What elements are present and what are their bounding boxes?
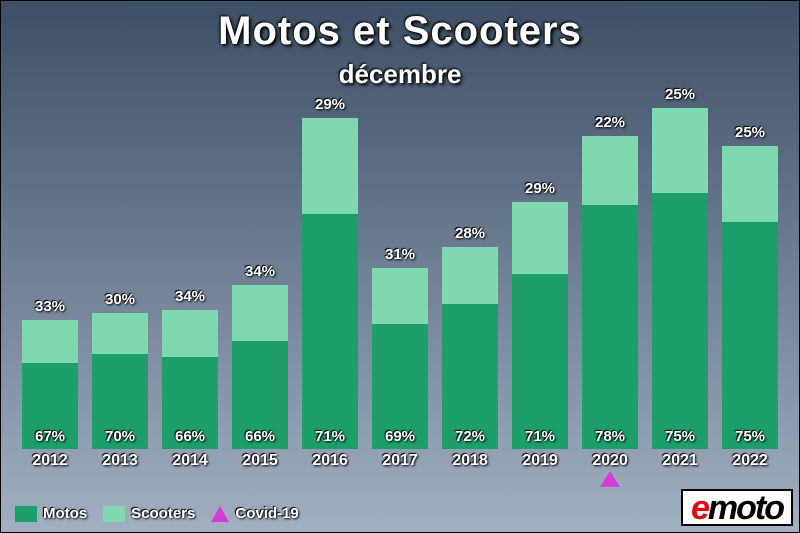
bar-label-motos: 66% <box>232 428 288 445</box>
legend-triangle-icon <box>211 506 229 522</box>
x-axis-label: 2014 <box>172 452 208 472</box>
bar-segment-motos: 66% <box>232 341 288 449</box>
covid-marker-icon <box>600 471 620 487</box>
bar-label-motos: 75% <box>652 428 708 445</box>
bar: 29% 71% <box>512 101 568 449</box>
bar: 34% 66% <box>162 101 218 449</box>
bar-segment-motos: 67% <box>22 363 78 449</box>
bar-label-scooters: 30% <box>92 291 148 308</box>
bar-segment-motos: 70% <box>92 354 148 449</box>
bar-segment-scooters: 22% <box>582 136 638 205</box>
x-axis-label: 2016 <box>312 452 348 472</box>
chart-column: 28% 72% 2018 <box>435 101 505 472</box>
bar-segment-scooters: 31% <box>372 268 428 324</box>
legend-label: Scooters <box>131 505 195 522</box>
chart-column: 25% 75% 2021 <box>645 101 715 472</box>
x-axis-label: 2015 <box>242 452 278 472</box>
legend-label: Motos <box>43 505 87 522</box>
bar-segment-scooters: 28% <box>442 247 498 303</box>
bar: 31% 69% <box>372 101 428 449</box>
bar-label-scooters: 29% <box>512 180 568 197</box>
bar-label-motos: 71% <box>512 428 568 445</box>
bar-label-scooters: 29% <box>302 96 358 113</box>
chart-column: 33% 67% 2012 <box>15 101 85 472</box>
bar-segment-scooters: 34% <box>232 285 288 341</box>
bar-label-motos: 70% <box>92 428 148 445</box>
chart-column: 22% 78% 2020 <box>575 101 645 472</box>
x-axis-label: 2012 <box>32 452 68 472</box>
x-axis-label: 2019 <box>522 452 558 472</box>
chart-title: Motos et Scooters <box>1 9 799 54</box>
bar: 34% 66% <box>232 101 288 449</box>
bar-segment-motos: 66% <box>162 357 218 449</box>
legend-swatch-icon <box>103 506 125 522</box>
bar-label-scooters: 22% <box>582 114 638 131</box>
bar-segment-motos: 69% <box>372 324 428 449</box>
bar-segment-motos: 71% <box>302 214 358 449</box>
bar-label-scooters: 25% <box>722 124 778 141</box>
bar-label-scooters: 28% <box>442 225 498 242</box>
bar-segment-motos: 75% <box>722 222 778 449</box>
chart-column: 31% 69% 2017 <box>365 101 435 472</box>
chart-column: 25% 75% 2022 <box>715 101 785 472</box>
bar-label-scooters: 31% <box>372 246 428 263</box>
bar-segment-scooters: 29% <box>512 202 568 274</box>
bar-label-motos: 69% <box>372 428 428 445</box>
bar-label-motos: 66% <box>162 428 218 445</box>
bar-segment-scooters: 34% <box>162 310 218 357</box>
legend-swatch-icon <box>15 506 37 522</box>
x-axis-label: 2021 <box>662 452 698 472</box>
bar-label-motos: 75% <box>722 428 778 445</box>
bar: 28% 72% <box>442 101 498 449</box>
bar-label-scooters: 34% <box>232 263 288 280</box>
legend-item: Covid-19 <box>211 505 298 522</box>
legend-item: Scooters <box>103 505 195 522</box>
bar: 33% 67% <box>22 101 78 449</box>
bar-segment-motos: 75% <box>652 193 708 449</box>
bar-segment-scooters: 25% <box>652 108 708 193</box>
x-axis-label: 2018 <box>452 452 488 472</box>
x-axis-label: 2022 <box>732 452 768 472</box>
bar-segment-motos: 71% <box>512 274 568 449</box>
chart-column: 34% 66% 2014 <box>155 101 225 472</box>
chart-column: 34% 66% 2015 <box>225 101 295 472</box>
legend-item: Motos <box>15 505 87 522</box>
bar: 30% 70% <box>92 101 148 449</box>
bar-segment-motos: 72% <box>442 304 498 449</box>
bar-label-motos: 72% <box>442 428 498 445</box>
bar-segment-scooters: 25% <box>722 146 778 222</box>
bar-label-scooters: 25% <box>652 86 708 103</box>
bar-segment-scooters: 29% <box>302 118 358 214</box>
bar: 25% 75% <box>652 101 708 449</box>
x-axis-label: 2013 <box>102 452 138 472</box>
logo-prefix: e <box>691 489 708 527</box>
x-axis-label: 2017 <box>382 452 418 472</box>
bar-label-scooters: 34% <box>162 288 218 305</box>
bar-label-motos: 71% <box>302 428 358 445</box>
bar-label-motos: 78% <box>582 428 638 445</box>
bar: 29% 71% <box>302 101 358 449</box>
legend-label: Covid-19 <box>235 505 298 522</box>
bar-chart: 33% 67% 2012 30% 70% 2013 34% 66% 2014 34% 66% 2015… <box>15 101 785 472</box>
chart-column: 30% 70% 2013 <box>85 101 155 472</box>
bar-segment-scooters: 33% <box>22 320 78 362</box>
bar-label-motos: 67% <box>22 428 78 445</box>
bar: 22% 78% <box>582 101 638 449</box>
chart-column: 29% 71% 2019 <box>505 101 575 472</box>
bar-segment-motos: 78% <box>582 205 638 449</box>
x-axis-label: 2020 <box>592 452 628 472</box>
bar-label-scooters: 33% <box>22 298 78 315</box>
chart-column: 29% 71% 2016 <box>295 101 365 472</box>
bar: 25% 75% <box>722 101 778 449</box>
bar-segment-scooters: 30% <box>92 313 148 354</box>
legend: Motos Scooters Covid-19 <box>15 505 299 522</box>
logo-emoto: emoto <box>681 489 793 526</box>
logo-rest: moto <box>708 489 783 527</box>
